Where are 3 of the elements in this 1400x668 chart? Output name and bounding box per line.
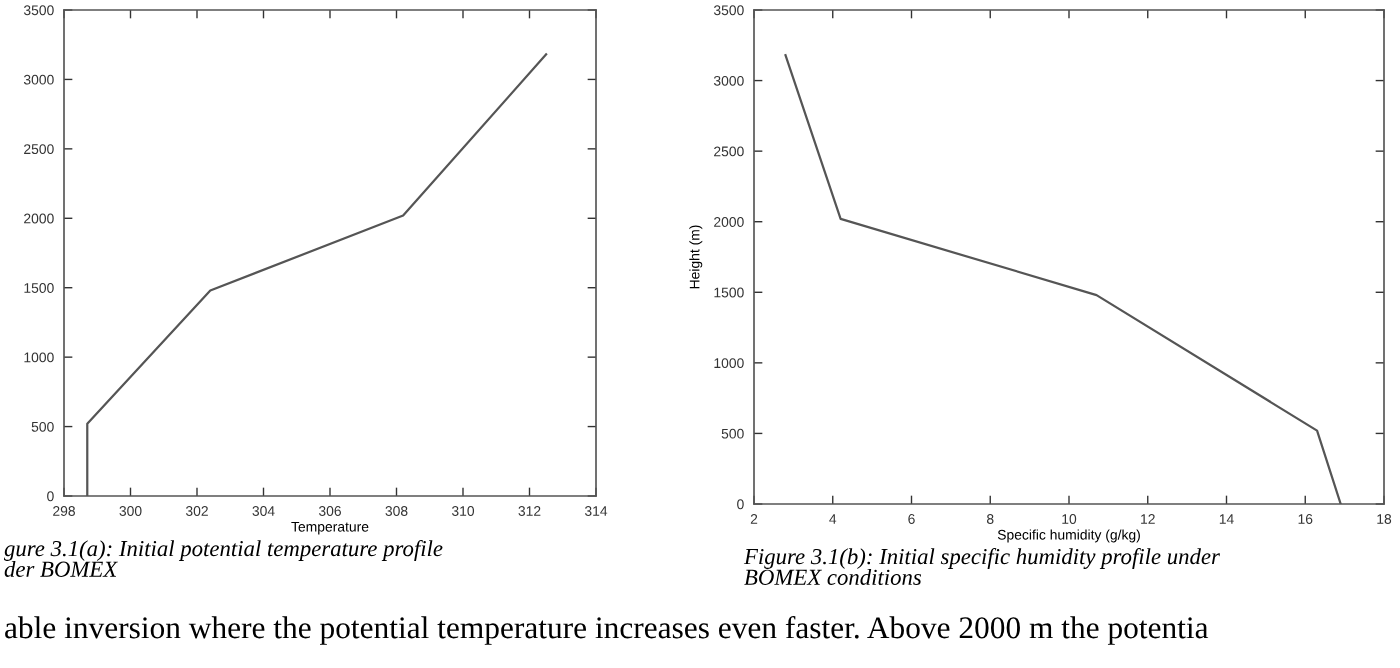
- text: able inversion where the potential temperature increases even faster. Above 2000 m the potentia: [5, 616, 1209, 645]
- caption: Figure 3.1(b): Initial specific humidity profile under BOMEX conditions: [743, 548, 1220, 585]
- text: gure 3.1(a): Initial potential temperature profile der BOMEX: [4, 540, 443, 577]
